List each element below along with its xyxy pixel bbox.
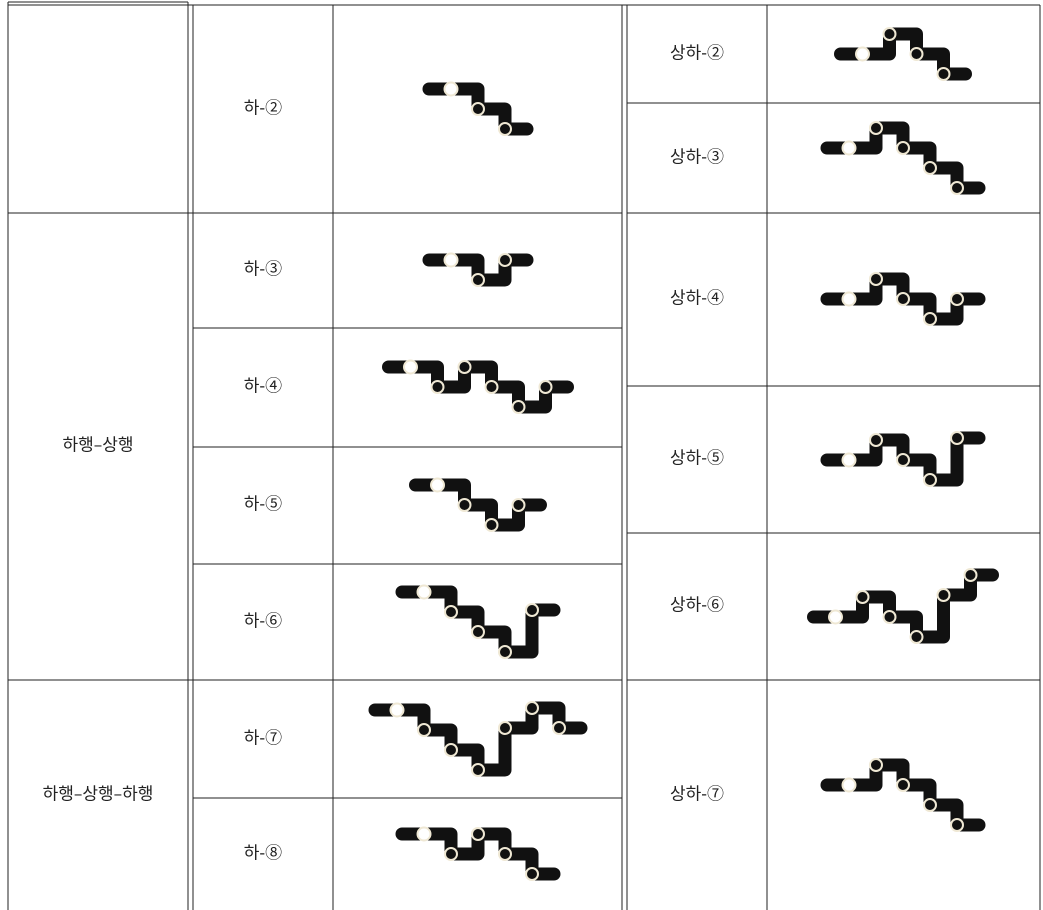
neume-dot (950, 818, 964, 832)
neume-dot (923, 473, 937, 487)
neume-dot (525, 701, 539, 715)
neume-dot (855, 46, 870, 62)
neume-dot (457, 498, 472, 512)
neume-dot (525, 867, 539, 881)
neume-dot (444, 605, 458, 619)
neume-stroke (368, 701, 588, 777)
row-label: 하-⑤ (244, 495, 282, 515)
neume-dot (498, 847, 512, 861)
neume-dot (498, 122, 512, 136)
row-label: 상하-④ (670, 289, 724, 309)
neume-dot (389, 702, 405, 718)
row-label: 상하-⑤ (670, 449, 724, 469)
neume-stroke (395, 585, 561, 659)
neume-dot (950, 181, 964, 195)
neume-dot (963, 568, 978, 582)
neume-dot (484, 518, 499, 532)
neume-dot (923, 798, 937, 812)
neume-dot (417, 723, 431, 737)
neume-dot (923, 161, 937, 175)
neume-dot (443, 252, 459, 268)
neume-dot (909, 630, 924, 644)
neume-dot (471, 273, 485, 287)
neume-dot (403, 359, 418, 375)
neume-dot (484, 380, 499, 394)
neume-dot (471, 102, 485, 116)
neume-dot (828, 609, 843, 625)
row-label: 상하-③ (670, 148, 724, 168)
neume-dot (471, 763, 485, 777)
neume-dot (896, 453, 910, 467)
neume-dot (552, 721, 566, 735)
neume-dot (498, 645, 512, 659)
row-label: 하-③ (244, 260, 282, 280)
neume-figures (368, 27, 999, 881)
neume-dot (416, 826, 432, 842)
row-label: 상하-⑦ (670, 785, 724, 805)
neume-dot (416, 584, 432, 600)
neume-dot (855, 590, 870, 604)
neume-dot (896, 292, 910, 306)
neume-stroke (820, 758, 986, 832)
neume-dot (841, 291, 857, 307)
neume-dot (498, 253, 512, 267)
neume-dot (498, 721, 512, 735)
neume-dot (430, 380, 445, 394)
row-label: 상하-② (670, 44, 724, 64)
neume-dot (511, 400, 526, 414)
neume-dot (538, 380, 553, 394)
group-label: 하행–상행–하행 (43, 785, 154, 805)
neume-dot (936, 588, 951, 602)
neume-dot (471, 827, 485, 841)
neume-dot (841, 452, 857, 468)
neume-dot (443, 81, 459, 97)
neume-dot (909, 47, 924, 61)
row-label: 하-⑧ (244, 844, 282, 864)
neume-dot (511, 498, 526, 512)
neume-dot (457, 360, 472, 374)
neume-dot (896, 141, 910, 155)
group-label: 하행–상행 (62, 436, 133, 456)
neume-dot (869, 758, 883, 772)
neume-dot (923, 312, 937, 326)
neume-dot (444, 847, 458, 861)
neume-dot (950, 292, 964, 306)
neume-stroke (820, 121, 986, 195)
neume-dot (869, 272, 883, 286)
neume-dot (430, 477, 445, 493)
row-label: 상하-⑥ (670, 596, 724, 616)
neume-dot (936, 67, 951, 81)
row-label: 하-⑦ (244, 729, 282, 749)
neume-stroke (807, 568, 999, 644)
neume-dot (841, 777, 857, 793)
neume-dot (869, 433, 883, 447)
neume-dot (896, 778, 910, 792)
row-label: 하-④ (244, 377, 282, 397)
neume-stroke (382, 360, 574, 414)
neume-dot (444, 743, 458, 757)
table-grid (7, 1, 1041, 910)
row-label: 하-⑥ (244, 612, 282, 632)
neume-dot (471, 625, 485, 639)
neume-dot (882, 610, 897, 624)
row-label: 하-② (244, 99, 282, 119)
neume-dot (525, 603, 539, 617)
neume-dot (869, 121, 883, 135)
neume-dot (841, 140, 857, 156)
neume-dot (882, 27, 897, 41)
neume-dot (950, 431, 964, 445)
